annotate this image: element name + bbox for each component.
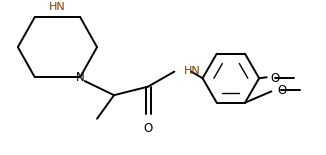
Text: O: O bbox=[277, 84, 286, 97]
Text: O: O bbox=[143, 122, 153, 135]
Text: O: O bbox=[271, 72, 280, 85]
Text: N: N bbox=[76, 71, 84, 84]
Text: HN: HN bbox=[49, 2, 66, 12]
Text: HN: HN bbox=[184, 66, 200, 76]
